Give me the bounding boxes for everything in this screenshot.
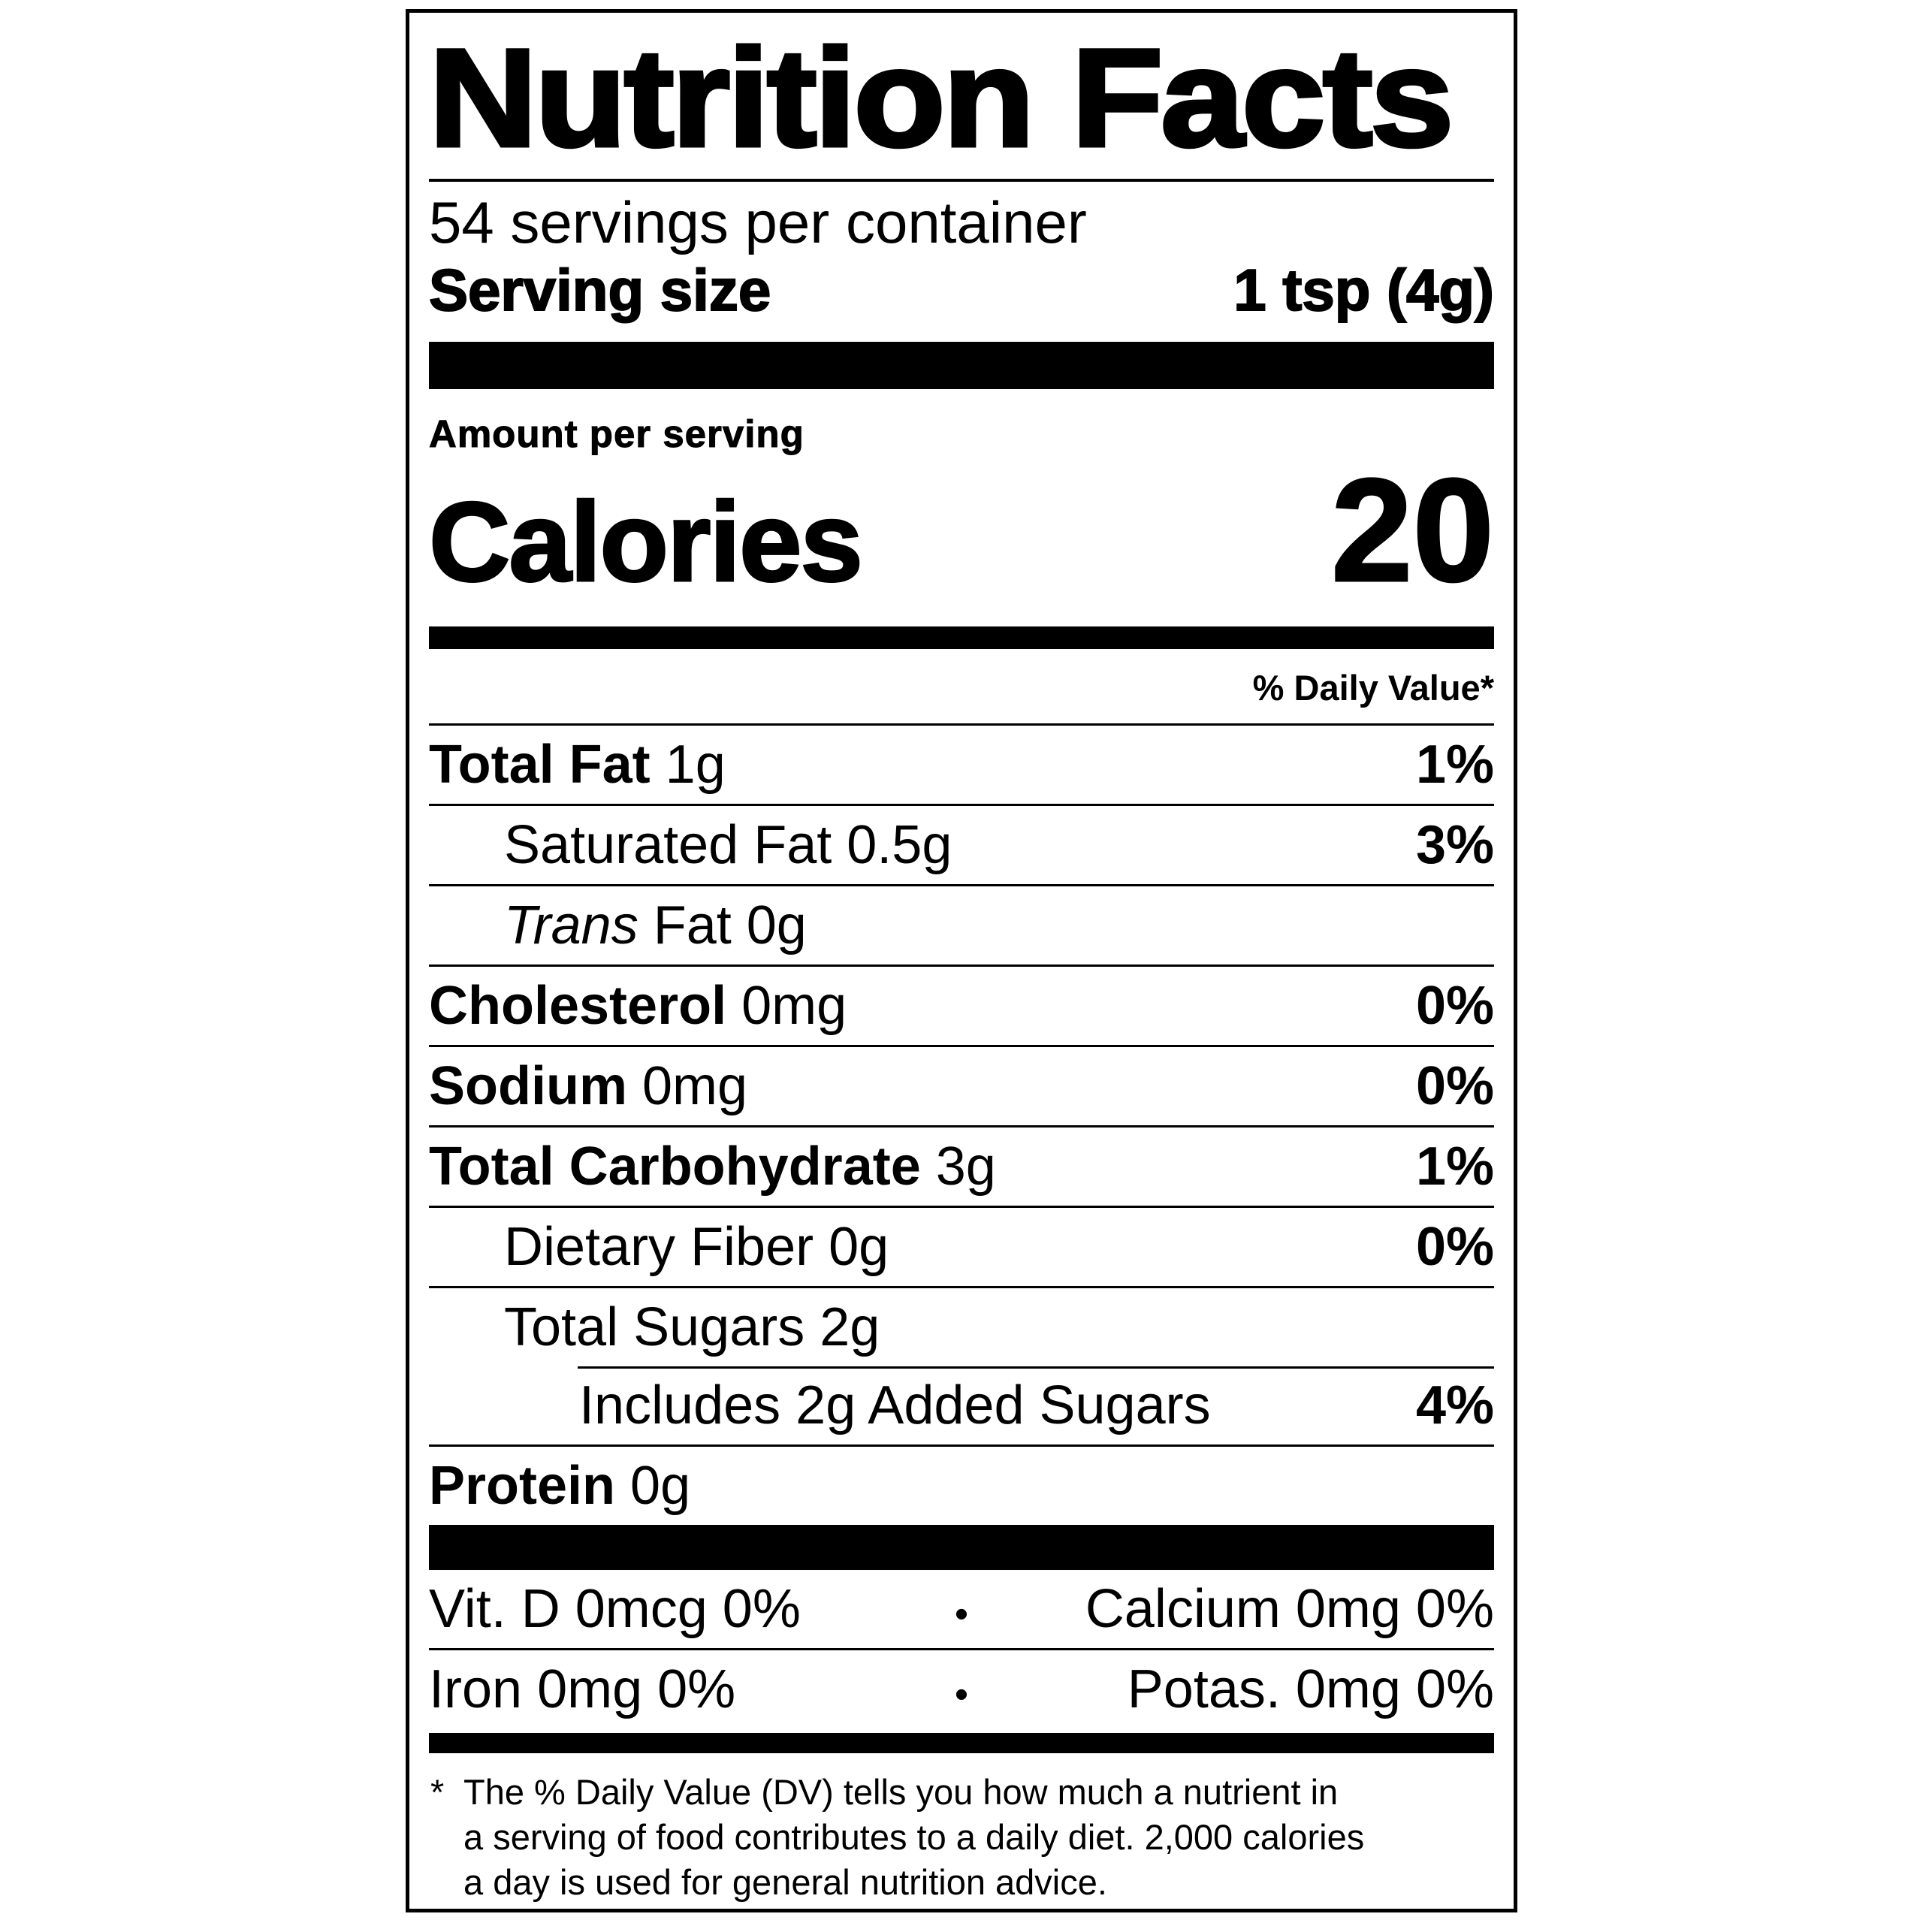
- nutrient-row: Cholesterol 0mg 0%: [429, 964, 1494, 1045]
- nutrient-row: Total Fat 1g 1%: [429, 723, 1494, 804]
- nutrient-name: Sodium 0mg: [429, 1056, 748, 1117]
- micronutrient-rows: Vit. D 0mcg 0% • Calcium 0mg 0% Iron 0mg 0%…: [429, 1570, 1494, 1728]
- calories-label: Calories: [428, 478, 865, 605]
- nutrient-name: Total Sugars 2g: [504, 1297, 880, 1358]
- nutrient-row: Includes 2g Added Sugars 4%: [429, 1366, 1494, 1444]
- bullet-separator: •: [954, 1592, 969, 1637]
- nutrient-row: Total Sugars 2g: [429, 1286, 1494, 1366]
- serving-size-label: Serving size: [428, 256, 771, 324]
- footnote-line: a day is used for general nutrition advi…: [463, 1862, 1107, 1903]
- page-background: { "label": { "title": "Nutrition Facts",…: [0, 9, 1923, 1932]
- footnote-marker: *: [430, 1772, 445, 1813]
- nutrient-row: Saturated Fat 0.5g 3%: [429, 804, 1494, 884]
- amount-per-serving-label: Amount per serving: [429, 412, 805, 456]
- nutrient-row: Total Carbohydrate 3g 1%: [429, 1125, 1494, 1206]
- daily-value-header: % Daily Value*: [1252, 668, 1494, 708]
- nutrient-daily-value: 4%: [1415, 1375, 1494, 1436]
- nutrient-row: Protein 0g: [429, 1444, 1494, 1525]
- title-divider: [429, 179, 1494, 182]
- micronutrient-row: Vit. D 0mcg 0% • Calcium 0mg 0%: [429, 1570, 1494, 1648]
- thick-bar-protein: [429, 1525, 1494, 1571]
- calories-row: Calories 20: [428, 448, 1496, 613]
- nutrient-row: Sodium 0mg 0%: [429, 1045, 1494, 1125]
- nutrient-row: Dietary Fiber 0g 0%: [429, 1206, 1494, 1286]
- nutrition-facts-label: Nutrition Facts 54 servings per containe…: [406, 9, 1517, 1912]
- thick-bar-top: [429, 342, 1494, 390]
- serving-size-row: Serving size 1 tsp (4g): [428, 256, 1495, 325]
- footnote: * The % Daily Value (DV) tells you how m…: [429, 1753, 1494, 1905]
- calories-divider-bar: [429, 626, 1494, 650]
- nutrient-row: Trans Fat 0g: [429, 884, 1494, 964]
- label-title: Nutrition Facts: [427, 21, 1456, 176]
- nutrient-daily-value: 0%: [1415, 1217, 1494, 1278]
- nutrient-daily-value: 0%: [1415, 1056, 1494, 1117]
- micronutrient-left: Iron 0mg 0%: [429, 1659, 736, 1720]
- serving-size-value: 1 tsp (4g): [1233, 256, 1495, 324]
- nutrient-name: Trans Fat 0g: [504, 895, 807, 956]
- bullet-separator: •: [954, 1673, 969, 1717]
- footnote-text: The % Daily Value (DV) tells you how muc…: [463, 1770, 1494, 1905]
- nutrient-daily-value: 1%: [1415, 1137, 1494, 1197]
- nutrient-name: Dietary Fiber 0g: [504, 1217, 889, 1278]
- nutrient-daily-value: 1%: [1415, 735, 1494, 795]
- servings-per-container: 54 servings per container: [429, 189, 1087, 255]
- nutrient-name: Cholesterol 0mg: [429, 976, 847, 1037]
- nutrient-rows: Total Fat 1g 1% Saturated Fat 0.5g 3% Trans …: [429, 723, 1494, 1525]
- nutrient-daily-value: 0%: [1415, 976, 1494, 1037]
- footnote-line: The % Daily Value (DV) tells you how muc…: [463, 1772, 1339, 1813]
- micronutrient-right: Calcium 0mg 0%: [1085, 1579, 1494, 1640]
- micronutrient-left: Vit. D 0mcg 0%: [429, 1579, 801, 1640]
- nutrient-daily-value: 3%: [1415, 815, 1494, 876]
- calories-value: 20: [1330, 448, 1496, 613]
- nutrient-name: Total Fat 1g: [429, 735, 726, 795]
- footnote-divider-bar: [429, 1733, 1494, 1754]
- micronutrient-right: Potas. 0mg 0%: [1127, 1659, 1494, 1720]
- nutrient-name: Saturated Fat 0.5g: [504, 815, 952, 876]
- nutrient-name: Total Carbohydrate 3g: [429, 1137, 996, 1197]
- footnote-line: a serving of food contributes to a daily…: [463, 1817, 1365, 1858]
- nutrient-name: Protein 0g: [429, 1456, 691, 1517]
- micronutrient-row: Iron 0mg 0% • Potas. 0mg 0%: [429, 1648, 1494, 1728]
- nutrient-name: Includes 2g Added Sugars: [579, 1375, 1211, 1436]
